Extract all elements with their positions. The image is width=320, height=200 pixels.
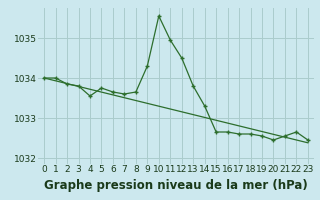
- X-axis label: Graphe pression niveau de la mer (hPa): Graphe pression niveau de la mer (hPa): [44, 179, 308, 192]
